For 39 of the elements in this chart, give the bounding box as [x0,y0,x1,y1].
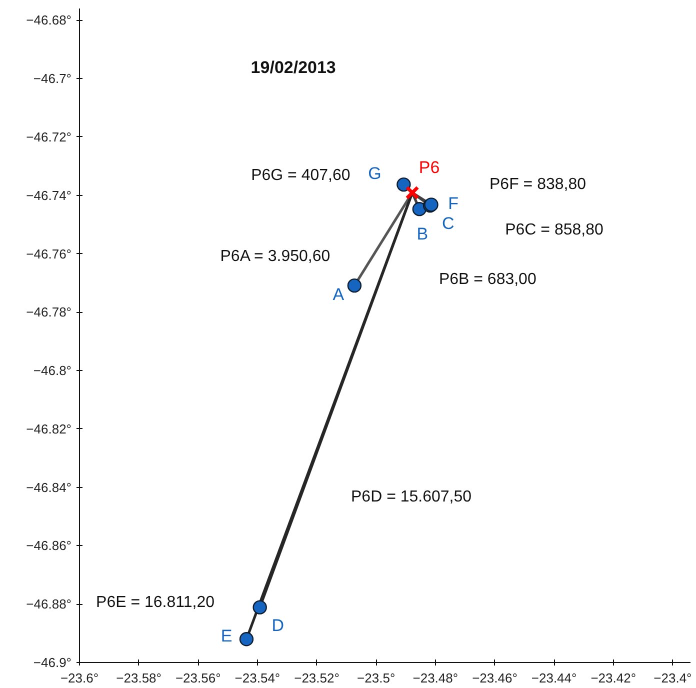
annotation: P6G = 407,60 [251,166,350,184]
annotation: P6D = 15.607,50 [351,488,472,506]
x-tick-label: −23.4° [654,670,692,686]
x-tick-label: −23.52° [294,670,340,686]
data-label: D [272,616,284,635]
y-tick-label: −46.72° [26,129,72,144]
annotation: P6C = 858,80 [505,222,604,239]
data-label: A [332,285,345,304]
data-label: E [220,626,232,646]
x-tick-label: −23.44° [531,670,577,686]
data-label: B [416,224,428,244]
y-tick-label: −46.82° [26,421,72,436]
annotation: P6F = 838,80 [489,176,586,193]
data-label: G [368,164,382,184]
y-tick-label: −46.8° [33,363,72,378]
y-tick-label: −46.76° [26,246,72,262]
annotation: P6B = 683,00 [438,270,536,288]
y-tick-label: −46.74° [26,188,72,203]
data-label: C [442,214,454,234]
x-tick-label: −23.54° [234,670,280,686]
x-tick-label: −23.6° [60,670,99,686]
y-tick-label: −46.88° [26,596,72,612]
data-label: F [448,194,458,214]
x-tick-label: −23.56° [175,670,221,686]
y-tick-label: −46.68° [26,12,72,28]
x-tick-label: −23.42° [590,670,636,686]
x-tick-label: −23.48° [412,670,458,686]
annotation: P6A = 3.950,60 [220,248,330,265]
data-label: P6 [418,158,440,178]
annotation: P6E = 16.811,20 [96,594,215,611]
x-tick-label: −23.58° [116,670,162,686]
y-tick-label: −46.84° [26,480,72,495]
y-tick-label: −46.86° [26,538,72,554]
y-tick-label: −46.7° [33,71,72,86]
x-tick-label: −23.5° [357,670,396,686]
y-tick-label: −46.78° [26,304,72,320]
y-tick-label: −46.9° [33,655,72,670]
x-tick-label: −23.46° [472,670,518,686]
text: 19/02/2013 [250,58,336,77]
